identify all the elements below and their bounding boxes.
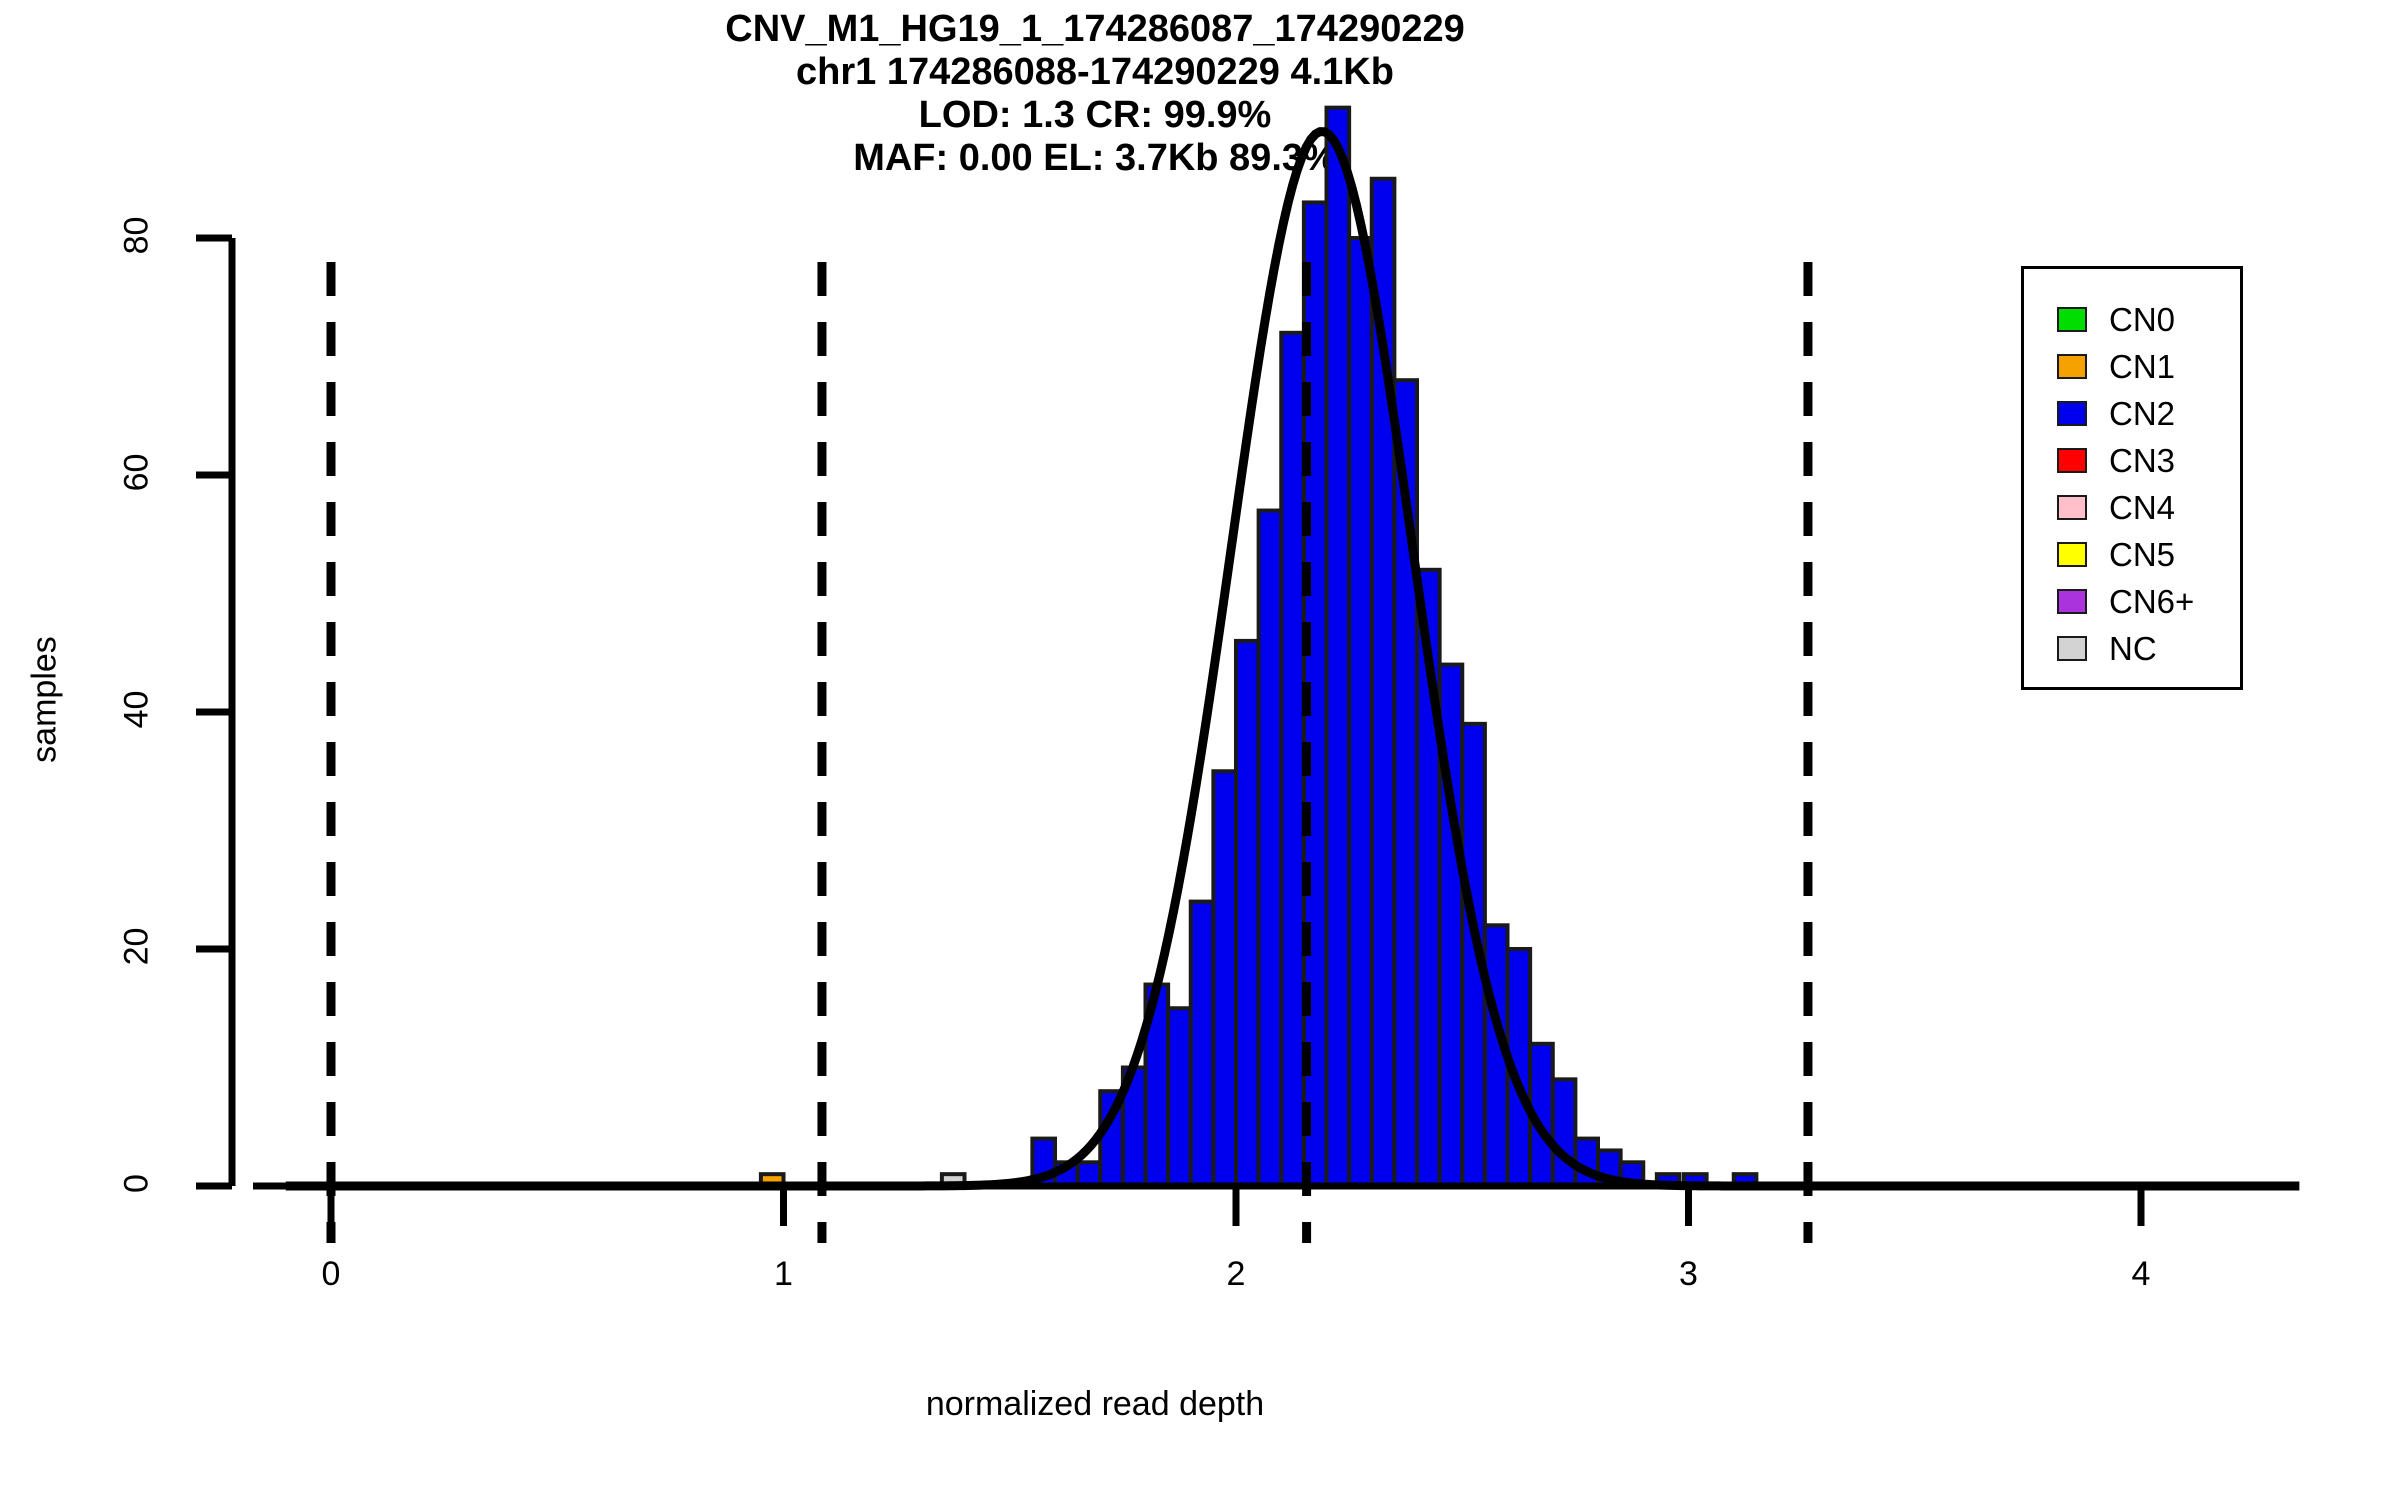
y-tick-label: 0 (117, 1174, 156, 1193)
y-axis-title: samples (25, 636, 64, 763)
histogram-bars (758, 105, 1759, 1189)
legend-label: CN5 (2109, 536, 2176, 573)
legend-item-cn5: CN5 (2057, 530, 2175, 579)
x-axis-title: normalized read depth (925, 1385, 1265, 1423)
title-line-2: chr1 174286088-174290229 4.1Kb (796, 51, 1394, 93)
y-tick-label: 40 (117, 690, 156, 729)
legend-item-cn0: CN0 (2057, 295, 2175, 344)
legend-label: CN4 (2109, 489, 2176, 526)
legend-label: CN2 (2109, 395, 2176, 432)
x-tick-label: 4 (2131, 1255, 2151, 1293)
legend-swatch-icon (2057, 448, 2087, 473)
histogram-bar (1234, 638, 1261, 1188)
legend-item-cn3: CN3 (2057, 436, 2175, 485)
title-line-3: LOD: 1.3 CR: 99.9% (918, 94, 1272, 136)
legend-label: CN1 (2109, 348, 2176, 385)
legend-label: CN0 (2109, 301, 2176, 338)
histogram-bar (1324, 105, 1352, 1188)
legend-label: CN3 (2109, 442, 2176, 479)
histogram-bar (1075, 1160, 1103, 1189)
legend-label: NC (2109, 630, 2157, 667)
x-tick-label: 0 (321, 1255, 341, 1293)
legend-item-nc: NC (2057, 624, 2157, 673)
legend-item-cn6plus: CN6+ (2057, 577, 2194, 626)
legend-swatch-icon (2057, 542, 2087, 567)
histogram-bar (1256, 508, 1284, 1188)
cn-boundary-lines (326, 262, 1813, 1243)
histogram-bar (1188, 899, 1216, 1188)
legend-swatch-icon (2057, 636, 2087, 661)
cn-legend: CN0 CN1 CN2 CN3 CN4 CN5 CN6+ NC (2021, 266, 2243, 690)
legend-swatch-icon (2057, 401, 2087, 426)
legend-swatch-icon (2057, 589, 2087, 614)
legend-swatch-icon (2057, 307, 2087, 332)
histogram-bar (1550, 1077, 1578, 1188)
title-line-4: MAF: 0.00 EL: 3.7Kb 89.3% (853, 137, 1337, 179)
legend-swatch-icon (2057, 354, 2087, 379)
title-line-1: CNV_M1_HG19_1_174286087_174290229 (725, 8, 1465, 50)
x-tick-label: 3 (1679, 1255, 1698, 1293)
legend-item-cn1: CN1 (2057, 342, 2175, 391)
x-tick-label: 1 (774, 1255, 793, 1293)
legend-item-cn2: CN2 (2057, 389, 2175, 438)
plot-title: CNV_M1_HG19_1_174286087_174290229 chr1 1… (0, 8, 2190, 180)
y-tick-label: 60 (117, 453, 156, 492)
x-tick-label: 2 (1226, 1255, 1246, 1293)
y-tick-label: 20 (117, 927, 156, 966)
legend-label: CN6+ (2109, 583, 2195, 620)
legend-swatch-icon (2057, 495, 2087, 520)
y-tick-label: 80 (117, 216, 156, 255)
histogram-bar (1347, 236, 1374, 1188)
histogram-bar (1211, 769, 1239, 1188)
histogram-bar (1166, 1006, 1193, 1188)
plot-axes (196, 234, 2287, 1226)
legend-item-cn4: CN4 (2057, 483, 2175, 532)
histogram-bar (1279, 330, 1306, 1188)
